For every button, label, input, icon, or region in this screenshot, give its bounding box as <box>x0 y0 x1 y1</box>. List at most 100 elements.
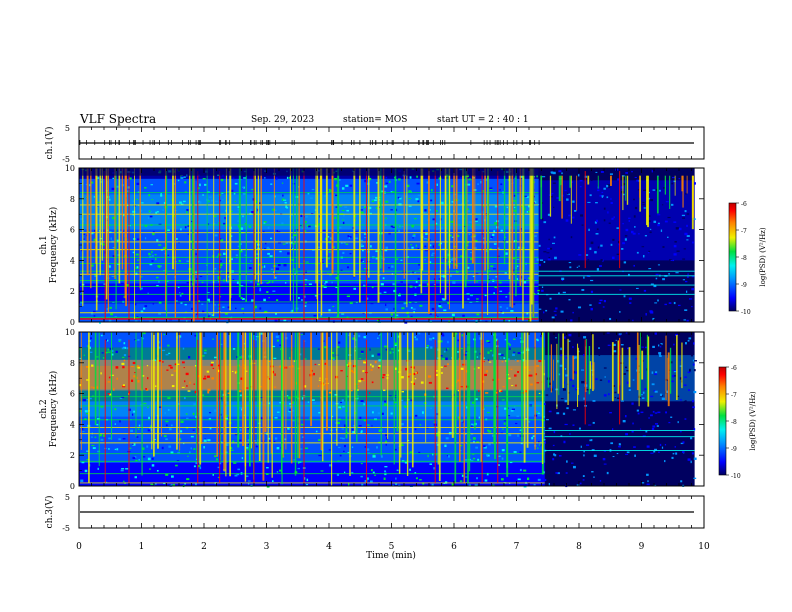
spectro-pixel <box>107 351 111 353</box>
spectro-pixel <box>490 237 493 239</box>
spectro-pixel <box>588 437 592 440</box>
spectro-pixel <box>632 319 634 322</box>
spectro-pixel <box>141 375 145 377</box>
spectro-pixel <box>495 338 498 342</box>
spectro-pixel <box>105 351 108 354</box>
spectro-pixel <box>612 428 614 431</box>
spectro-pixel <box>419 304 423 307</box>
spectro-pixel <box>363 336 366 339</box>
spectro-pixel <box>616 227 619 229</box>
spectro-pixel <box>273 386 277 388</box>
spectro-pixel <box>297 467 301 470</box>
spectro-pixel <box>334 178 337 181</box>
spectro-pixel <box>692 182 696 185</box>
spectro-pixel <box>461 474 464 477</box>
spectro-pixel <box>149 320 153 323</box>
spectro-pixel <box>556 412 560 415</box>
spectro-pixel <box>643 207 646 209</box>
spectro-pixel <box>186 320 188 323</box>
spectro-pixel <box>651 383 655 386</box>
spectro-pixel <box>385 182 389 185</box>
spectro-pixel <box>595 378 598 381</box>
spectro-pixel <box>100 406 104 408</box>
spectro-pixel <box>401 307 405 310</box>
spectro-pixel <box>564 423 568 426</box>
spectro-pixel <box>589 439 593 442</box>
spectro-pixel <box>264 177 266 179</box>
spectro-pixel <box>140 209 143 212</box>
spectro-pixel <box>417 277 420 280</box>
spectro-pixel <box>181 386 185 388</box>
spectro-pixel <box>658 352 662 355</box>
spectro-pixel <box>628 220 631 222</box>
spectro-pixel <box>282 243 286 245</box>
spectro-pixel <box>460 420 463 422</box>
spectro-pixel <box>253 440 256 442</box>
spectro-pixel <box>187 233 190 235</box>
spectro-pixel <box>511 385 514 387</box>
spectro-pixel <box>242 414 246 416</box>
spectro-pixel <box>673 484 677 486</box>
spectro-pixel <box>272 290 276 292</box>
spectro-pixel <box>318 364 320 366</box>
spectro-pixel <box>678 178 681 180</box>
spectro-pixel <box>82 233 86 235</box>
spectro-pixel <box>336 346 340 348</box>
spectro-pixel <box>400 376 404 379</box>
colorbar-tick-label: -10 <box>731 473 741 480</box>
spectro-pixel <box>184 380 186 383</box>
spectro-pixel <box>409 468 411 471</box>
spectro-pixel <box>352 371 355 374</box>
spectro-pixel <box>446 455 449 457</box>
spectro-pixel <box>687 458 691 461</box>
spectro-pixel <box>587 422 591 425</box>
spectro-pixel <box>439 340 443 343</box>
spectro-pixel <box>340 205 342 207</box>
spectro-pixel <box>152 231 155 234</box>
spectro-pixel <box>212 338 214 340</box>
spectro-pixel <box>317 348 320 350</box>
spectro-pixel <box>642 254 645 258</box>
spectro-pixel <box>610 243 613 246</box>
spectro-pixel <box>224 216 226 220</box>
spectro-pixel <box>527 210 531 213</box>
spectro-pixel <box>370 245 372 248</box>
spectro-pixel <box>425 232 428 235</box>
spectro-pixel <box>631 430 634 433</box>
spectro-pixel <box>418 284 421 286</box>
spectro-pixel <box>628 389 631 391</box>
spectro-pixel <box>469 252 473 254</box>
spectro-pixel <box>234 200 236 202</box>
spectro-pixel <box>147 292 149 294</box>
spectro-pixel <box>671 182 674 185</box>
spectro-pixel <box>429 463 433 465</box>
spectro-pixel <box>648 215 651 217</box>
spectro-pixel <box>430 189 433 192</box>
spectro-pixel <box>586 444 590 446</box>
spectro-pixel <box>528 374 531 377</box>
spectro-pixel <box>625 332 628 334</box>
spectro-pixel <box>508 415 511 417</box>
y-tick-label: 6 <box>70 390 75 399</box>
spectro-pixel <box>298 464 301 467</box>
spectro-pixel <box>502 202 505 204</box>
spectro-pixel <box>389 395 392 397</box>
spectro-pixel <box>677 169 680 172</box>
colorbar-tick-label: -7 <box>731 392 737 399</box>
spectro-pixel <box>112 255 116 258</box>
spectro-pixel <box>539 444 542 447</box>
spectro-pixel <box>676 296 679 299</box>
spectro-pixel <box>108 319 112 322</box>
spectro-pixel <box>443 309 447 312</box>
spectro-pixel <box>126 283 129 287</box>
spectro-pixel <box>485 392 489 394</box>
spectro-pixel <box>298 296 300 299</box>
spectro-pixel <box>522 350 525 353</box>
spectro-pixel <box>136 198 139 200</box>
spectro-pixel <box>240 227 244 230</box>
spectro-pixel <box>399 225 401 228</box>
spectro-pixel <box>346 209 349 212</box>
spectro-pixel <box>115 350 118 353</box>
spectro-pixel <box>191 307 193 311</box>
